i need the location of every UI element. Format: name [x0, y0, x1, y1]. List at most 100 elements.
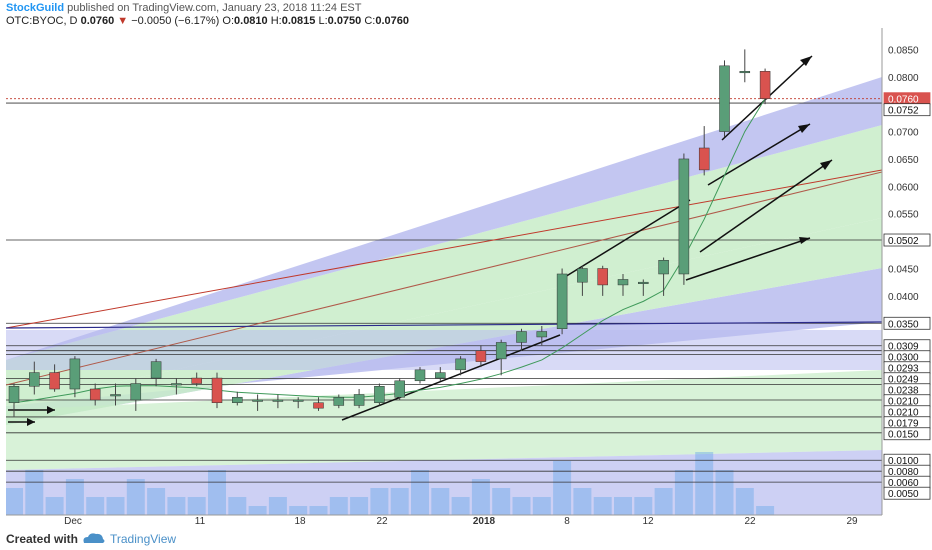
symbol-label: OTC:BYOC, D: [6, 15, 78, 27]
volume-bar: [187, 497, 206, 515]
trend-channels: [6, 77, 882, 515]
candle-body: [495, 342, 507, 360]
high-label: H:: [270, 15, 282, 27]
arrow-line-4: [685, 237, 811, 281]
candle-body: [191, 377, 202, 384]
arrowhead-4: [799, 237, 810, 244]
lower-green-zone: [6, 370, 882, 470]
channel-mid-line: [6, 171, 882, 386]
volume-bar: [147, 488, 166, 515]
candle-body: [617, 279, 629, 286]
price-change: −0.0050 (−6.17%): [131, 15, 220, 27]
arrowhead-3: [820, 160, 832, 170]
volume-bar: [492, 488, 511, 515]
volume-bar: [756, 506, 775, 515]
volume-bar: [532, 497, 551, 515]
channel-top-line: [6, 169, 882, 329]
level-tag-label: 0.0350: [888, 319, 919, 330]
level-tag: [883, 486, 931, 500]
publish-info: published on TradingView.com, January 23…: [67, 2, 362, 14]
open-value: 0.0810: [234, 15, 268, 27]
high-value: 0.0815: [281, 15, 316, 27]
candle-body: [29, 372, 40, 387]
tradingview-cloud-icon: [83, 533, 105, 543]
horizontal-levels: [6, 98, 882, 483]
candle-body: [414, 369, 426, 382]
candle-body: [394, 380, 405, 398]
time-tick-label: 18: [294, 516, 306, 527]
volume-bar: [350, 497, 369, 515]
candlestick-series: [8, 49, 771, 417]
publish-header: StockGuild published on TradingView.com,…: [6, 2, 361, 14]
resistance-line: [6, 321, 882, 329]
created-with-label: Created with: [6, 532, 79, 546]
price-tick-label: 0.0650: [888, 155, 919, 166]
time-tick-label: 29: [846, 516, 858, 527]
volume-bar: [654, 488, 673, 515]
low-value: 0.0750: [327, 15, 362, 27]
volume-bar: [593, 497, 612, 515]
volume-bars: [6, 452, 775, 515]
volume-bar: [289, 506, 308, 515]
volume-bar: [451, 497, 470, 515]
breakout-trend-line: [559, 199, 691, 281]
low-label: L:: [318, 15, 328, 27]
price-tick-label: 0.0400: [888, 292, 919, 303]
level-tag-label: 0.0210: [888, 397, 919, 408]
volume-bar: [471, 479, 490, 515]
volume-bar: [208, 470, 226, 515]
candle-body: [658, 260, 669, 275]
author-name[interactable]: StockGuild: [6, 2, 65, 14]
level-tag-label: 0.0309: [888, 342, 919, 353]
time-tick-label: 22: [744, 516, 756, 527]
time-tick-label: 11: [195, 516, 206, 527]
trend-lines: [6, 55, 882, 426]
blue-channel-upper: [6, 77, 882, 360]
candle-body: [211, 377, 223, 403]
candle-body: [333, 396, 345, 406]
level-tag-label: 0.0100: [888, 456, 919, 467]
volume-bar: [65, 479, 84, 515]
volume-bar: [370, 488, 389, 515]
level-tag-label: 0.0502: [888, 236, 919, 247]
time-axis[interactable]: Dec 11 18 22 2018 8 12 22 29: [64, 516, 858, 527]
close-label: C:: [364, 15, 376, 27]
volume-bar: [106, 497, 125, 515]
tradingview-brand[interactable]: TradingView: [110, 532, 177, 546]
volume-bar: [573, 488, 592, 515]
candle-body: [556, 273, 568, 330]
level-tag-label: 0.0249: [888, 375, 919, 386]
volume-bar: [329, 497, 348, 515]
candle-body: [232, 396, 243, 403]
price-chart[interactable]: 0.0850 0.0800 0.0700 0.0650 0.0600 0.0550 0.04…: [0, 0, 932, 528]
price-axis[interactable]: 0.0850 0.0800 0.0700 0.0650 0.0600 0.0550 0.04…: [883, 45, 931, 500]
down-arrow-icon: ▼: [117, 15, 129, 27]
volume-bar: [634, 497, 653, 515]
level-tag-label: 0.0179: [888, 419, 919, 430]
candle-body: [698, 147, 710, 171]
candle-body: [739, 71, 751, 74]
price-tick-label: 0.0700: [888, 128, 919, 139]
volume-bar: [228, 497, 247, 515]
candle-body: [577, 268, 588, 283]
volume-bar: [674, 470, 693, 515]
candle-body: [678, 158, 690, 275]
volume-bar: [25, 470, 44, 515]
price-tick-label: 0.0850: [888, 45, 919, 56]
close-value: 0.0760: [375, 15, 410, 27]
plot-area[interactable]: [5, 49, 882, 515]
level-tag: [883, 233, 931, 247]
arrow-line-3: [699, 159, 833, 253]
arrowhead-2: [798, 124, 810, 133]
level-tag: [883, 427, 931, 441]
time-tick-label: 12: [642, 516, 654, 527]
level-tag-label: 0.0060: [888, 478, 919, 489]
candle-body: [110, 394, 121, 397]
arrowhead-left-1: [47, 406, 55, 414]
footer: Created with TradingView: [0, 528, 932, 550]
volume-bar: [45, 497, 64, 515]
volume-bar: [248, 506, 267, 515]
candle-body: [69, 358, 81, 390]
support-trend-line: [341, 334, 561, 421]
volume-bar: [715, 470, 734, 515]
